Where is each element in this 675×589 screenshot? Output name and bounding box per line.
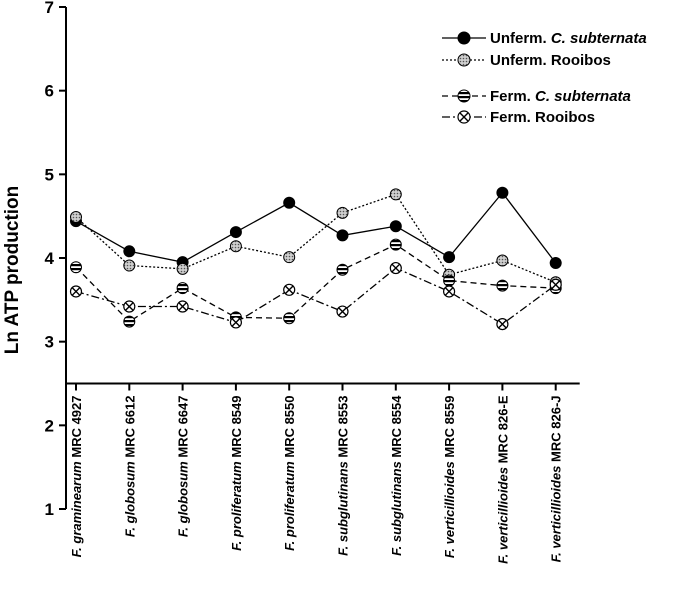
legend-item-3: Ferm. C. subternata	[442, 88, 631, 105]
legend-label: Ferm. C. subternata	[490, 88, 631, 105]
marker-point	[70, 211, 82, 224]
marker-point	[229, 240, 242, 253]
marker-cross	[444, 287, 454, 296]
marker-point	[283, 251, 296, 264]
marker-point	[457, 31, 471, 45]
marker-cross	[551, 280, 561, 290]
marker-point	[443, 274, 456, 287]
series-line-3	[75, 243, 556, 323]
marker-point	[457, 110, 471, 124]
y-tick-label: 6	[45, 82, 54, 101]
marker-point	[389, 188, 402, 201]
marker-point	[549, 278, 562, 291]
marker-point	[496, 317, 509, 331]
x-tick-label: F. globosum MRC 6647	[176, 396, 191, 538]
y-axis-title: Ln ATP production	[2, 186, 23, 355]
marker-point	[389, 220, 402, 233]
marker-cross	[231, 318, 241, 327]
series-polyline	[75, 267, 557, 325]
marker-point	[69, 285, 83, 298]
marker-point	[283, 196, 296, 209]
marker-point	[389, 261, 402, 275]
marker-point	[176, 300, 189, 313]
series-polyline	[75, 243, 556, 323]
marker-point	[336, 229, 349, 242]
series-markers-3	[70, 238, 562, 328]
marker-point	[549, 257, 562, 270]
marker-point	[336, 206, 349, 219]
legend-label: Unferm. Rooibos	[490, 52, 611, 69]
marker-point	[457, 89, 471, 103]
marker-point	[123, 245, 136, 258]
marker-point	[336, 263, 349, 276]
marker-point	[229, 316, 242, 329]
axes: 1 2 3 4 5 6 7 Ln ATP production F. graminearum M…	[2, 0, 580, 564]
series-polyline	[75, 193, 556, 283]
legend-item-2: Unferm. Rooibos	[442, 52, 611, 69]
x-tick-label: F. graminearum MRC 4927	[69, 396, 84, 558]
marker-cross	[71, 287, 81, 296]
legend-item-1: Unferm. C. subternata	[442, 30, 647, 47]
y-tick-label: 5	[45, 165, 54, 184]
y-tick-label: 4	[45, 249, 55, 268]
marker-point	[443, 285, 456, 298]
series-line-2	[75, 193, 556, 283]
marker-point	[389, 238, 402, 251]
x-tick-label: F. verticillioides MRC 8559	[442, 396, 457, 559]
y-tick-label: 3	[45, 333, 54, 352]
y-tick-label: 7	[45, 0, 54, 17]
marker-point	[336, 305, 349, 318]
legend: Unferm. C. subternata Unferm. Rooibos Ferm…	[442, 30, 647, 126]
x-tick-label: F. verticillioides MRC 826-J	[549, 396, 564, 563]
legend-label: Unferm. C. subternata	[490, 30, 647, 47]
marker-point	[176, 262, 189, 275]
x-tick-label: F. proliferatum MRC 8550	[282, 396, 297, 551]
series-layer	[69, 186, 562, 331]
marker-point	[123, 300, 136, 313]
marker-cross	[284, 285, 294, 295]
marker-point	[283, 312, 296, 325]
marker-point	[176, 282, 189, 295]
marker-point	[496, 279, 509, 292]
legend-label: Ferm. Rooibos	[490, 109, 595, 126]
marker-cross	[178, 302, 187, 311]
marker-point	[229, 226, 242, 239]
x-tick-label: F. subglutinans MRC 8553	[336, 396, 351, 556]
x-tick-label: F. verticillioides MRC 826-E	[495, 395, 510, 564]
marker-point	[496, 254, 509, 267]
series-line-1	[75, 191, 557, 264]
marker-cross	[338, 307, 347, 316]
marker-point	[443, 251, 456, 264]
x-tick-label: F. globosum MRC 6612	[122, 396, 137, 538]
series-markers-1	[70, 186, 562, 270]
marker-point	[457, 53, 471, 67]
y-tick-label: 1	[45, 500, 54, 519]
y-tick-label: 2	[45, 416, 54, 435]
marker-point	[123, 315, 136, 328]
marker-cross	[124, 302, 134, 311]
marker-point	[496, 186, 509, 199]
x-tick-label: F. proliferatum MRC 8549	[229, 396, 244, 551]
marker-cross	[459, 112, 469, 122]
marker-cross	[391, 263, 401, 273]
marker-point	[70, 261, 82, 274]
legend-item-4: Ferm. Rooibos	[442, 109, 595, 126]
marker-cross	[498, 319, 507, 329]
series-markers-4	[69, 261, 562, 331]
marker-point	[283, 283, 296, 296]
series-markers-2	[70, 188, 562, 289]
series-polyline	[75, 191, 557, 264]
x-tick-label: F. subglutinans MRC 8554	[389, 395, 404, 556]
marker-point	[123, 259, 136, 272]
series-line-4	[75, 267, 557, 325]
